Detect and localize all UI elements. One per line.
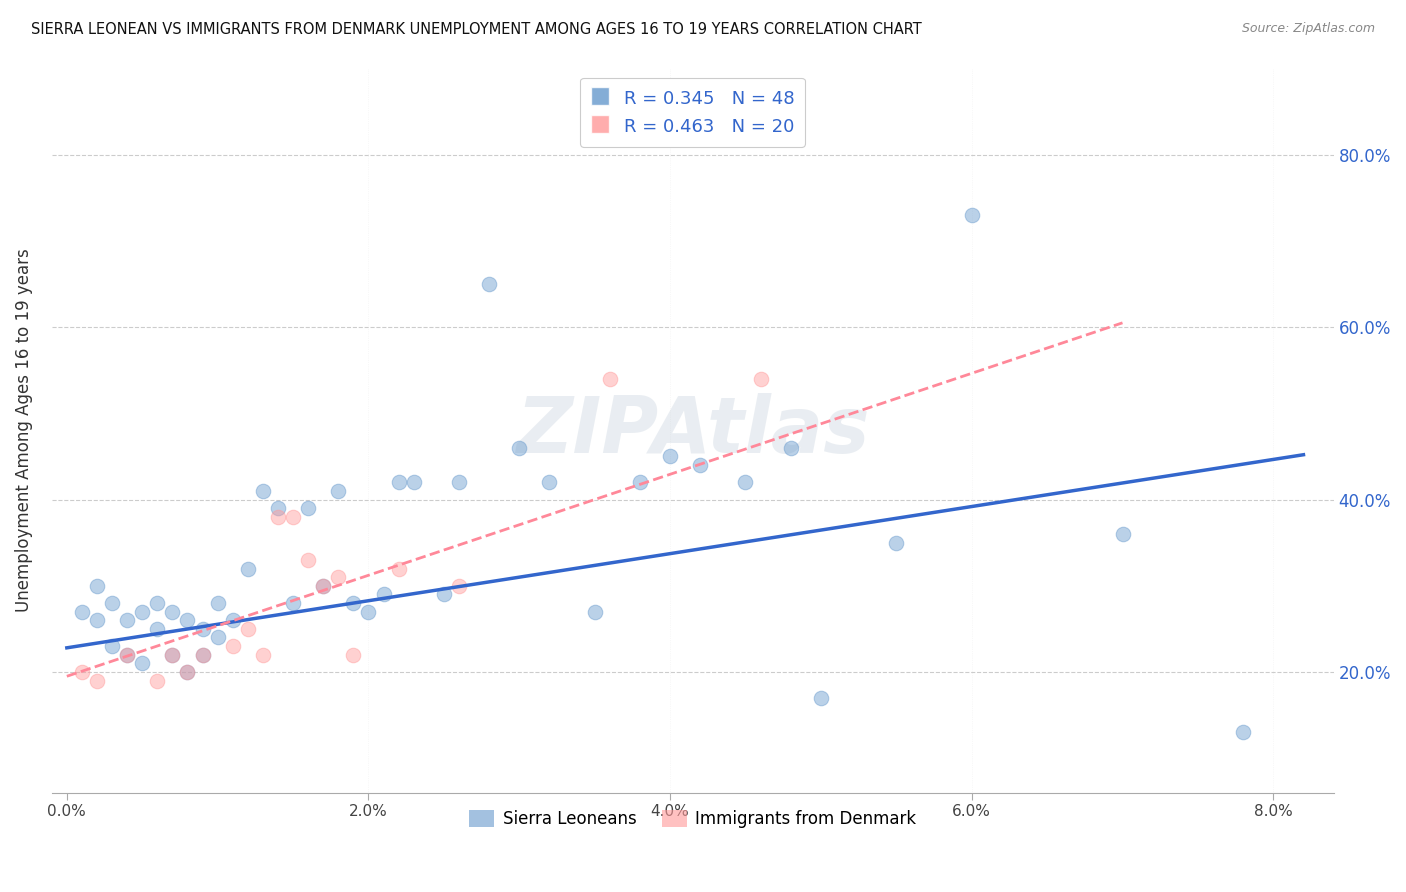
Point [86, 613, 108, 627]
Point [328, 483, 350, 498]
Point [70, 605, 93, 619]
Point [236, 622, 259, 636]
Point [207, 631, 229, 645]
Point [388, 475, 411, 490]
Point [508, 441, 530, 455]
Point [115, 648, 138, 662]
Point [236, 561, 259, 575]
Point [281, 596, 304, 610]
Point [115, 613, 138, 627]
Point [176, 665, 198, 679]
Point [312, 579, 335, 593]
Point [146, 622, 169, 636]
Point [1232, 725, 1254, 739]
Point [538, 475, 561, 490]
Point [1111, 527, 1133, 541]
Point [252, 648, 274, 662]
Point [342, 596, 364, 610]
Point [779, 441, 801, 455]
Point [252, 483, 274, 498]
Point [162, 648, 184, 662]
Point [146, 673, 169, 688]
Point [207, 596, 229, 610]
Point [689, 458, 711, 472]
Point [70, 665, 93, 679]
Point [357, 605, 380, 619]
Point [447, 475, 470, 490]
Point [162, 605, 184, 619]
Point [146, 596, 169, 610]
Point [342, 648, 364, 662]
Point [267, 509, 290, 524]
Text: ZIPAtlas: ZIPAtlas [516, 392, 869, 468]
Point [749, 372, 772, 386]
Point [131, 657, 153, 671]
Point [388, 561, 411, 575]
Point [191, 622, 214, 636]
Point [628, 475, 651, 490]
Point [222, 613, 245, 627]
Point [131, 605, 153, 619]
Point [281, 509, 304, 524]
Point [297, 501, 319, 516]
Point [86, 579, 108, 593]
Y-axis label: Unemployment Among Ages 16 to 19 years: Unemployment Among Ages 16 to 19 years [15, 249, 32, 613]
Point [115, 648, 138, 662]
Point [447, 579, 470, 593]
Point [191, 648, 214, 662]
Point [810, 690, 832, 705]
Point [373, 587, 395, 601]
Point [162, 648, 184, 662]
Point [176, 613, 198, 627]
Text: SIERRA LEONEAN VS IMMIGRANTS FROM DENMARK UNEMPLOYMENT AMONG AGES 16 TO 19 YEARS: SIERRA LEONEAN VS IMMIGRANTS FROM DENMAR… [31, 22, 922, 37]
Text: Source: ZipAtlas.com: Source: ZipAtlas.com [1241, 22, 1375, 36]
Point [312, 579, 335, 593]
Point [222, 639, 245, 653]
Point [86, 673, 108, 688]
Point [191, 648, 214, 662]
Point [433, 587, 456, 601]
Point [101, 596, 124, 610]
Point [599, 372, 621, 386]
Point [176, 665, 198, 679]
Point [478, 277, 501, 291]
Point [297, 553, 319, 567]
Point [101, 639, 124, 653]
Point [267, 501, 290, 516]
Point [402, 475, 425, 490]
Point [659, 450, 682, 464]
Legend: Sierra Leoneans, Immigrants from Denmark: Sierra Leoneans, Immigrants from Denmark [463, 804, 922, 835]
Point [583, 605, 606, 619]
Point [960, 208, 983, 222]
Point [328, 570, 350, 584]
Point [884, 535, 907, 549]
Point [734, 475, 756, 490]
